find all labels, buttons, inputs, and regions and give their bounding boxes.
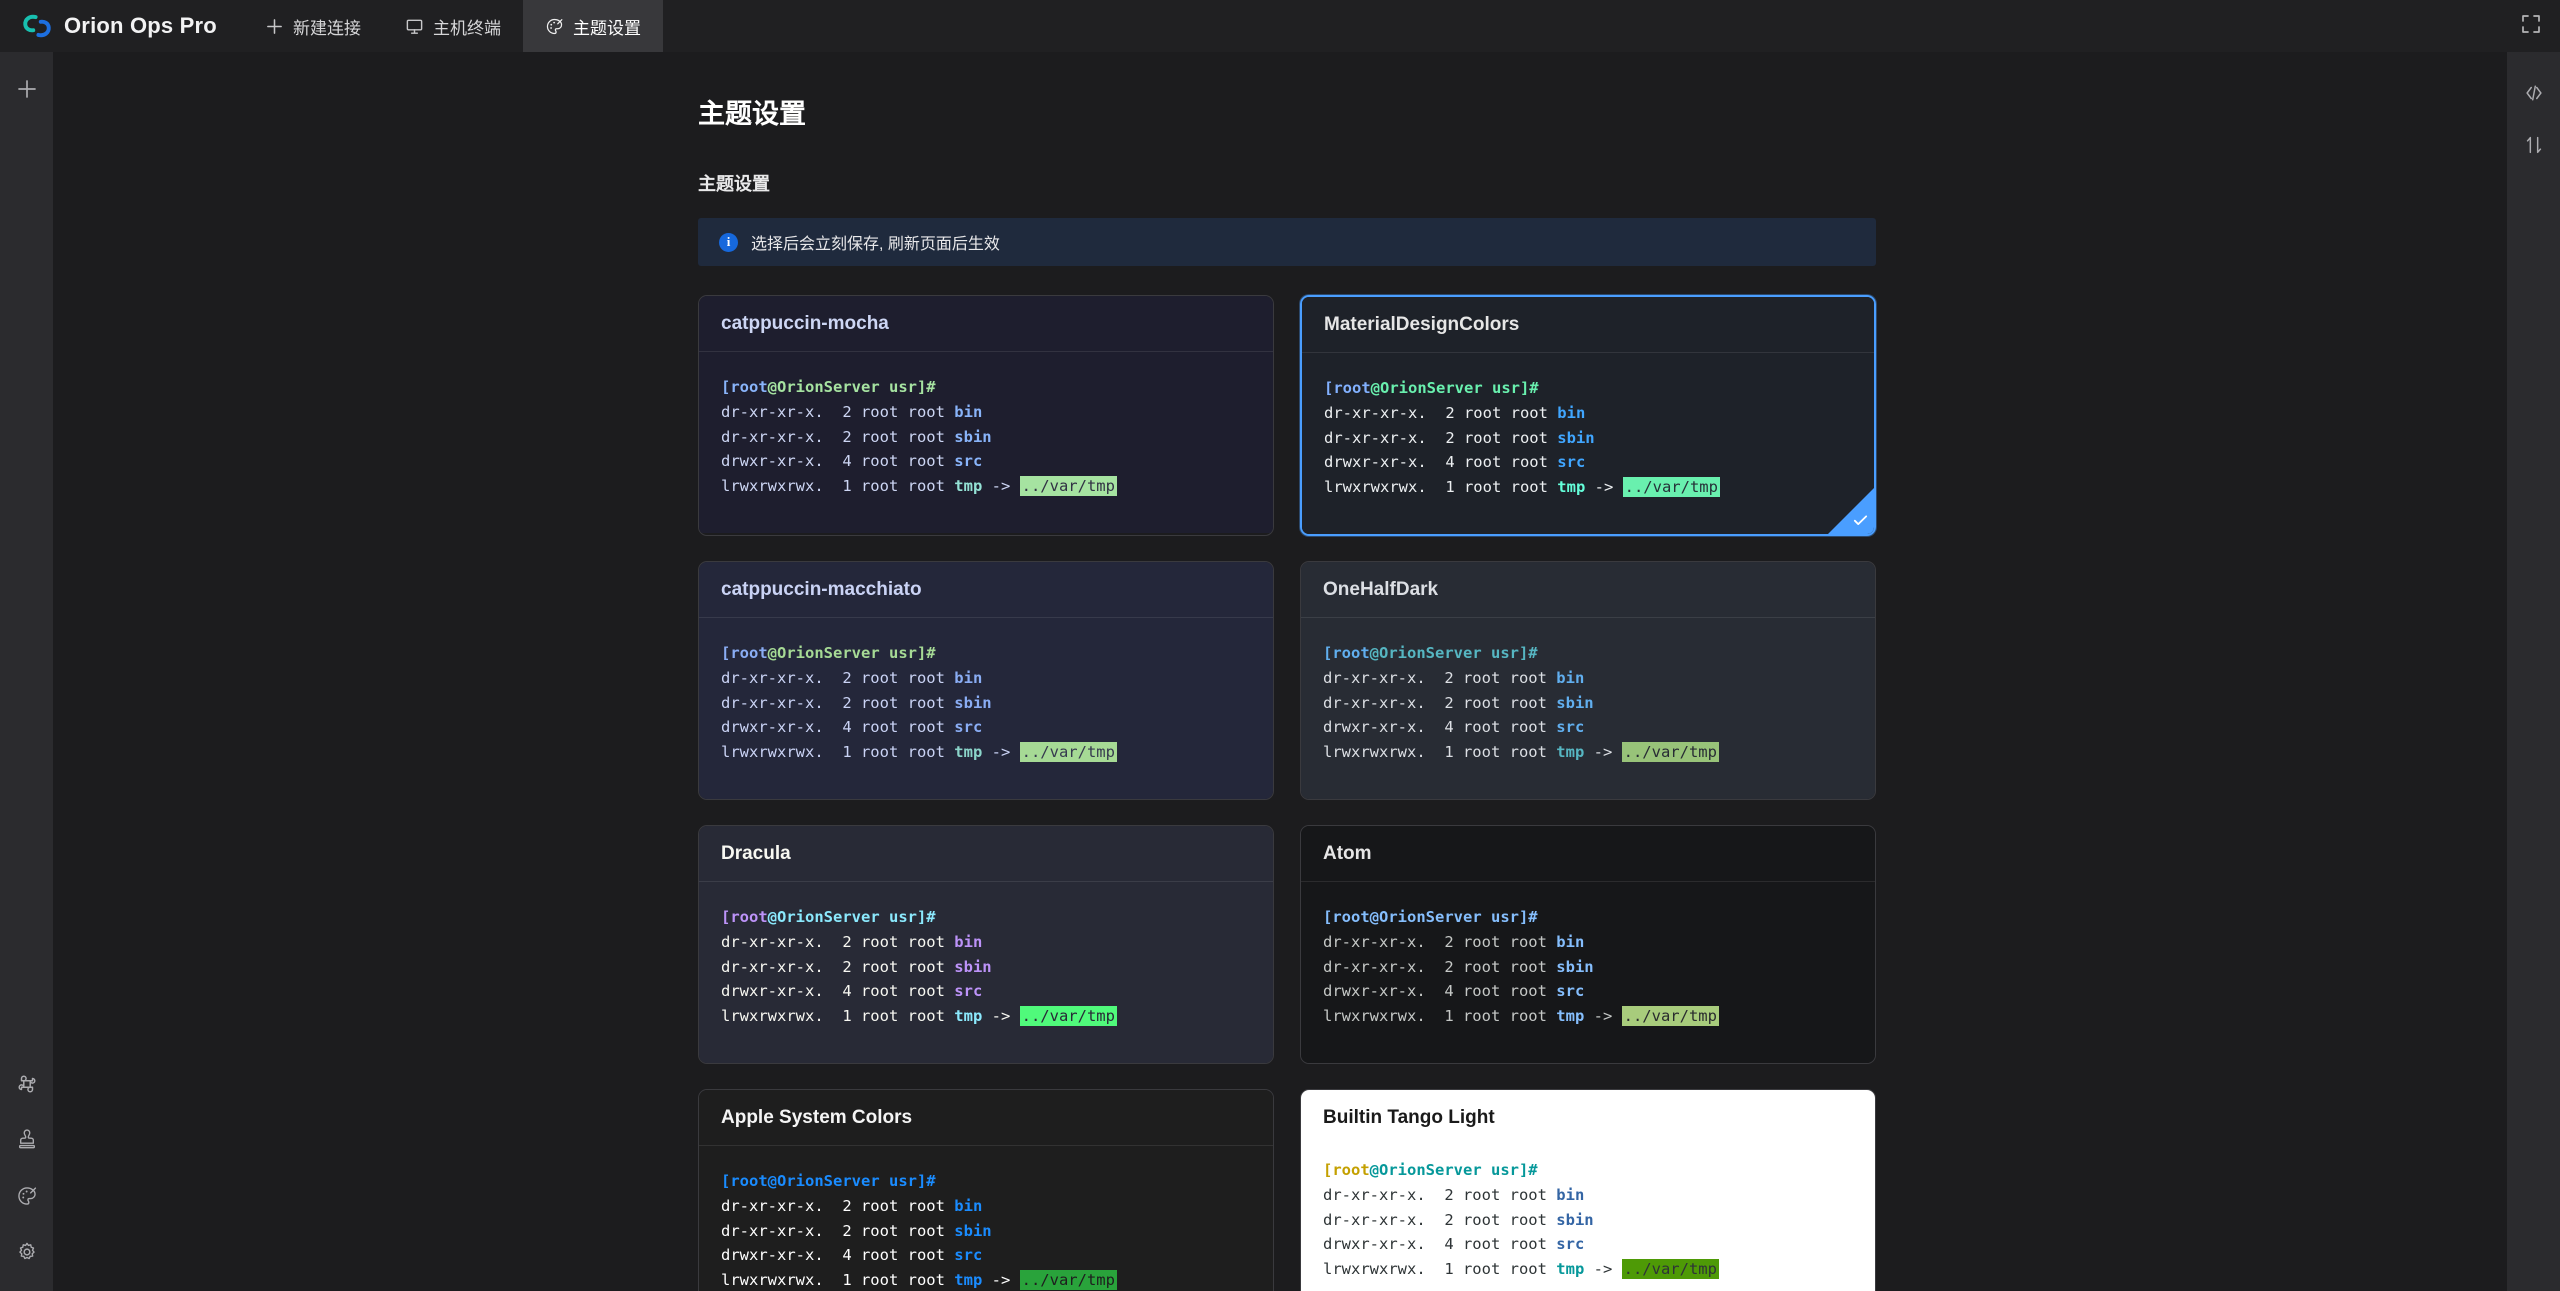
section-title: 主题设置 bbox=[698, 174, 770, 194]
right-sidebar bbox=[2507, 52, 2560, 1291]
left-sidebar bbox=[0, 52, 53, 1291]
fullscreen-icon[interactable] bbox=[2520, 13, 2542, 40]
theme-card[interactable]: Atom [root@OrionServer usr]# dr-xr-xr-x. … bbox=[1300, 824, 1876, 1064]
theme-card[interactable]: MaterialDesignColors [root@OrionServer us… bbox=[1300, 295, 1876, 536]
theme-card[interactable]: OneHalfDark [root@OrionServer usr]# dr-xr… bbox=[1300, 560, 1876, 800]
theme-card-preview: [root@OrionServer usr]# dr-xr-xr-x. 2 ro… bbox=[699, 352, 1273, 533]
tab-bar: 新建连接 主机终端 主题设置 bbox=[243, 0, 663, 52]
selected-corner bbox=[1828, 487, 1874, 534]
stamp-icon[interactable] bbox=[16, 1129, 38, 1151]
theme-card-grid: catppuccin-mocha [root@OrionServer usr]# … bbox=[698, 295, 1876, 1291]
top-bar: Orion Ops Pro 新建连接 主机终端 bbox=[0, 0, 2560, 52]
brand-name: Orion Ops Pro bbox=[64, 13, 217, 38]
main-content: 主题设置 主题设置 i 选择后会立刻保存, 刷新页面后生效 catppuccin… bbox=[53, 52, 2507, 1291]
theme-card-title: Atom bbox=[1301, 825, 1875, 882]
tab-label: 新建连接 bbox=[292, 18, 361, 38]
theme-card[interactable]: catppuccin-mocha [root@OrionServer usr]# … bbox=[698, 295, 1274, 536]
tab-label: 主机终端 bbox=[432, 18, 501, 38]
plus-icon bbox=[265, 17, 284, 36]
page-title: 主题设置 bbox=[698, 99, 806, 129]
info-banner-text: 选择后会立刻保存, 刷新页面后生效 bbox=[751, 236, 1000, 253]
monitor-icon bbox=[405, 17, 424, 36]
theme-card-preview: [root@OrionServer usr]# dr-xr-xr-x. 2 ro… bbox=[1302, 353, 1874, 534]
theme-card-title: Dracula bbox=[699, 825, 1273, 882]
theme-card-title: MaterialDesignColors bbox=[1302, 297, 1874, 353]
theme-card-title: catppuccin-mocha bbox=[699, 296, 1273, 352]
orion-swirl-logo-icon bbox=[22, 11, 52, 41]
tab-new-connection[interactable]: 新建连接 bbox=[243, 0, 383, 52]
theme-card-title: OneHalfDark bbox=[1301, 561, 1875, 618]
theme-card-preview: [root@OrionServer usr]# dr-xr-xr-x. 2 ro… bbox=[699, 1145, 1273, 1291]
tab-theme-settings[interactable]: 主题设置 bbox=[522, 0, 663, 52]
check-icon bbox=[1852, 512, 1869, 529]
theme-card-title: Apple System Colors bbox=[699, 1089, 1273, 1146]
theme-card[interactable]: catppuccin-macchiato [root@OrionServer us… bbox=[698, 560, 1274, 800]
plus-icon[interactable] bbox=[16, 78, 38, 100]
info-icon: i bbox=[719, 232, 738, 252]
theme-card-preview: [root@OrionServer usr]# dr-xr-xr-x. 2 ro… bbox=[1301, 1134, 1875, 1291]
brand: Orion Ops Pro bbox=[0, 0, 243, 52]
theme-card-preview: [root@OrionServer usr]# dr-xr-xr-x. 2 ro… bbox=[699, 881, 1273, 1063]
palette-icon bbox=[545, 17, 564, 36]
code-brackets-icon[interactable] bbox=[2523, 82, 2545, 104]
command-icon[interactable] bbox=[16, 1073, 38, 1095]
topbar-actions bbox=[2520, 0, 2560, 52]
theme-card[interactable]: Dracula [root@OrionServer usr]# dr-xr-xr-… bbox=[698, 824, 1274, 1064]
sidebar-add-section bbox=[16, 52, 38, 100]
palette-brush-icon[interactable] bbox=[16, 1185, 38, 1207]
theme-card[interactable]: Apple System Colors [root@OrionServer usr… bbox=[698, 1088, 1274, 1291]
sort-arrows-icon[interactable] bbox=[2523, 134, 2545, 156]
tab-label: 主题设置 bbox=[572, 18, 641, 38]
theme-card-title: catppuccin-macchiato bbox=[699, 561, 1273, 618]
gear-icon[interactable] bbox=[16, 1241, 38, 1263]
theme-card-preview: [root@OrionServer usr]# dr-xr-xr-x. 2 ro… bbox=[699, 617, 1273, 799]
theme-card-preview: [root@OrionServer usr]# dr-xr-xr-x. 2 ro… bbox=[1301, 617, 1875, 799]
info-banner: i 选择后会立刻保存, 刷新页面后生效 bbox=[698, 218, 1876, 266]
sidebar-bottom-actions bbox=[16, 1073, 38, 1291]
theme-card-title: Builtin Tango Light bbox=[1301, 1089, 1875, 1135]
tab-host-terminal[interactable]: 主机终端 bbox=[383, 0, 523, 52]
theme-card-preview: [root@OrionServer usr]# dr-xr-xr-x. 2 ro… bbox=[1301, 881, 1875, 1063]
theme-card[interactable]: Builtin Tango Light [root@OrionServer usr… bbox=[1300, 1088, 1876, 1291]
